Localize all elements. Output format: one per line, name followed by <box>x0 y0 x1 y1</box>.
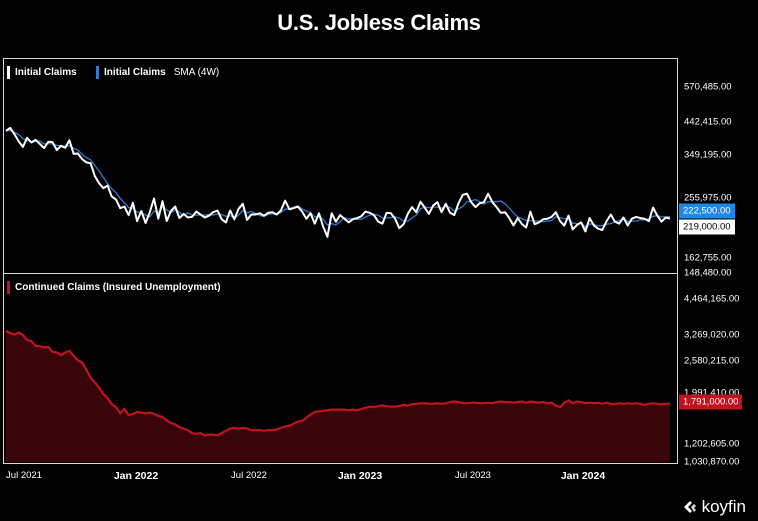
continued-claims-panel <box>3 273 678 464</box>
y-tick-top-4: 162,755.00 <box>684 252 732 264</box>
sma-series-line <box>5 129 671 228</box>
y-tick-top-5: 148,480.00 <box>684 267 732 279</box>
x-tick-5: Jan 2024 <box>560 470 606 482</box>
y-tick-bottom-3: 1,991,410.00 <box>684 387 740 399</box>
badge-initial-last: 219,000.00 <box>679 219 735 235</box>
continued-claims-plot <box>5 329 671 462</box>
initial-claims-plot <box>5 126 671 238</box>
x-tick-3: Jan 2023 <box>337 470 383 482</box>
y-tick-bottom-0: 4,464,165.00 <box>684 293 740 305</box>
y-tick-top-1: 442,415.00 <box>684 116 732 128</box>
legend-label-initial: Initial Claims <box>15 67 77 78</box>
legend-swatch-white <box>7 66 10 79</box>
continued-claims-series-line <box>5 329 671 437</box>
y-tick-bottom-5: 1,030,870.00 <box>684 456 740 468</box>
legend-swatch-red <box>7 281 10 294</box>
x-tick-4: Jul 2023 <box>455 470 491 481</box>
logo-text: koyfin <box>701 497 746 516</box>
badge-continued-last: 1,791,000.00 <box>679 394 743 410</box>
y-tick-bottom-2: 2,580,215.00 <box>684 355 740 367</box>
x-tick-0: Jul 2021 <box>6 470 42 481</box>
chart-title: U.S. Jobless Claims <box>277 10 481 35</box>
legend-initial-claims[interactable]: Initial Claims <box>7 66 77 79</box>
koyfin-logo-icon <box>683 501 696 513</box>
y-tick-top-2: 349,195.00 <box>684 149 732 161</box>
legend-initial-claims-sma[interactable]: Initial Claims SMA (4W) <box>96 66 219 79</box>
x-tick-1: Jan 2022 <box>113 470 159 482</box>
legend-label-sma: SMA (4W) <box>173 67 220 78</box>
y-tick-top-0: 570,485.00 <box>684 81 732 93</box>
y-tick-bottom-4: 1,202,605.00 <box>684 438 740 450</box>
legend-swatch-blue <box>96 66 99 79</box>
legend-label-initial-2: Initial Claims <box>104 67 166 78</box>
legend-label-continued: Continued Claims (Insured Unemployment) <box>15 282 221 293</box>
x-tick-2: Jul 2022 <box>231 470 267 481</box>
koyfin-logo[interactable]: koyfin <box>682 497 746 517</box>
continued-claims-area-fill <box>6 330 670 462</box>
y-tick-bottom-1: 3,269,020.00 <box>684 329 740 341</box>
legend-continued-claims[interactable]: Continued Claims (Insured Unemployment) <box>7 281 221 294</box>
badge-sma-last: 222,500.00 <box>679 203 735 219</box>
y-tick-top-3: 255,975.00 <box>684 192 732 204</box>
initial-claims-series-line <box>5 126 671 238</box>
